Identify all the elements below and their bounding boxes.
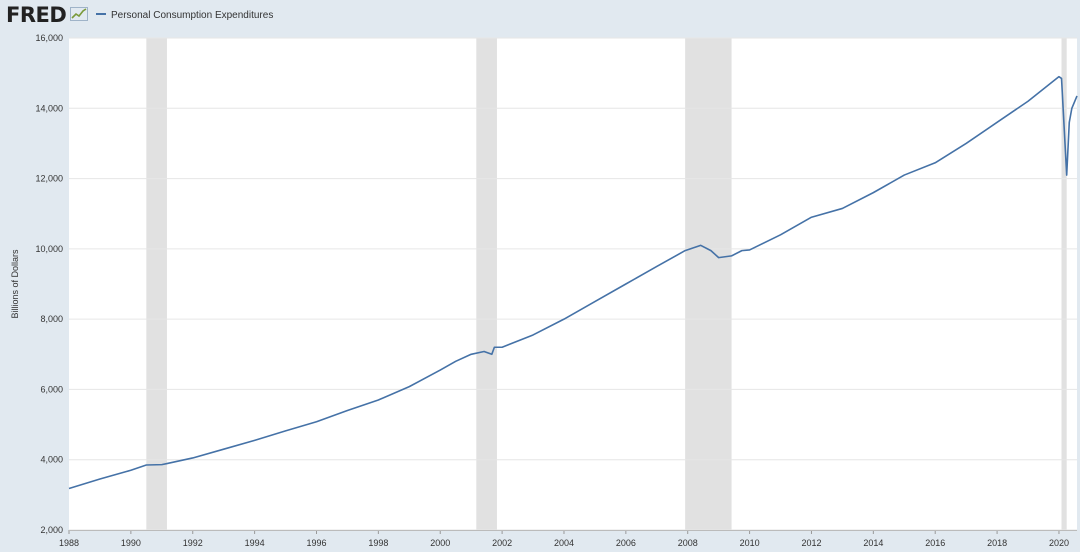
x-tick-label: 2004 bbox=[554, 538, 574, 548]
fred-logo[interactable]: FRED bbox=[6, 3, 67, 27]
y-tick-label: 14,000 bbox=[35, 103, 63, 113]
x-tick-label: 2018 bbox=[987, 538, 1007, 548]
series-layer bbox=[68, 75, 1078, 490]
series-line bbox=[68, 75, 1078, 490]
x-tick-label: 1988 bbox=[59, 538, 79, 548]
recession-band bbox=[685, 38, 732, 530]
y-axis-label: Billions of Dollars bbox=[10, 249, 20, 319]
legend: Personal Consumption Expenditures bbox=[96, 9, 273, 23]
legend-swatch bbox=[96, 13, 106, 16]
recession-band bbox=[146, 38, 167, 530]
x-tick-label: 1990 bbox=[121, 538, 141, 548]
y-tick-label: 4,000 bbox=[40, 455, 63, 465]
y-tick-label: 10,000 bbox=[35, 244, 63, 254]
legend-label: Personal Consumption Expenditures bbox=[111, 10, 274, 21]
x-tick-label: 2016 bbox=[925, 538, 945, 548]
x-tick-label: 1994 bbox=[245, 538, 265, 548]
recession-shading bbox=[146, 38, 1067, 530]
x-tick-label: 2020 bbox=[1049, 538, 1069, 548]
y-tick-label: 8,000 bbox=[40, 314, 63, 324]
x-tick-label: 1998 bbox=[368, 538, 388, 548]
y-tick-label: 16,000 bbox=[35, 33, 63, 43]
recession-band bbox=[476, 38, 497, 530]
y-tick-label: 12,000 bbox=[35, 174, 63, 184]
x-tick-label: 2006 bbox=[616, 538, 636, 548]
x-tick-label: 2012 bbox=[801, 538, 821, 548]
y-tick-label: 6,000 bbox=[40, 384, 63, 394]
axes: 2,000 4,000 6,000 8,000 10,000 12,000 14,000 16… bbox=[10, 33, 1077, 548]
x-tick-label: 2010 bbox=[740, 538, 760, 548]
chart-header: FRED Personal Consumption Expenditures bbox=[0, 0, 1080, 34]
x-tick-label: 2014 bbox=[863, 538, 883, 548]
plot-area bbox=[69, 38, 1077, 530]
recession-band bbox=[1061, 38, 1067, 530]
x-tick-label: 1996 bbox=[306, 538, 326, 548]
x-tick-label: 2000 bbox=[430, 538, 450, 548]
x-tick-label: 2008 bbox=[678, 538, 698, 548]
x-tick-label: 2002 bbox=[492, 538, 512, 548]
y-tick-label: 2,000 bbox=[40, 525, 63, 535]
x-tick-label: 1992 bbox=[183, 538, 203, 548]
line-graph-icon bbox=[70, 7, 88, 21]
